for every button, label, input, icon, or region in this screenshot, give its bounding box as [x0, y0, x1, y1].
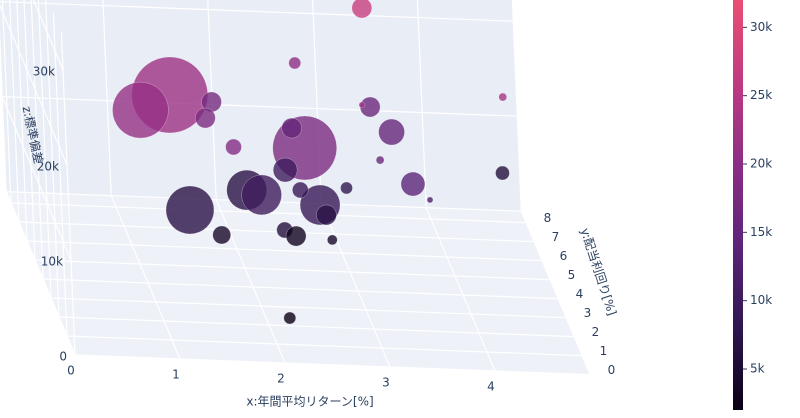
grid-line — [37, 0, 52, 299]
grid-line — [18, 221, 534, 243]
grid-line — [74, 354, 590, 376]
bubble — [285, 225, 307, 247]
grid-line — [207, 0, 217, 200]
y-tick-label: 0 — [608, 363, 616, 377]
grid-line — [26, 240, 542, 262]
z-tick-label: 0 — [59, 350, 67, 364]
y-axis-title: y:配当利回り[%] — [578, 226, 619, 317]
z-tick-label: 10k — [41, 255, 63, 269]
bubble — [281, 117, 302, 139]
bubble — [495, 165, 510, 181]
x-tick-label: 1 — [172, 368, 180, 382]
grid-line — [42, 278, 558, 300]
z-tick-label: 20k — [37, 160, 59, 174]
grid-line — [2, 96, 517, 117]
y-tick-label: 8 — [544, 211, 552, 225]
bubble — [272, 157, 298, 183]
grid-line — [102, 0, 112, 196]
bubble — [195, 107, 216, 129]
z-tick-label: 30k — [33, 65, 55, 79]
bubble — [112, 81, 169, 139]
y-tick-label: 7 — [552, 230, 560, 244]
bubble — [498, 92, 507, 102]
bubble — [426, 196, 434, 204]
bubble — [292, 181, 309, 199]
grid-line — [9, 0, 20, 223]
bubble — [283, 311, 297, 325]
bubble — [241, 174, 282, 216]
grid-line — [1, 96, 72, 261]
points — [112, 0, 510, 325]
y-tick-label: 1 — [600, 344, 608, 358]
y-tick-label: 5 — [568, 268, 576, 282]
grid-line — [30, 0, 44, 280]
bubble — [225, 138, 242, 156]
grid-line — [0, 4, 68, 166]
y-tick-label: 4 — [576, 287, 584, 301]
x-tick-label: 0 — [67, 364, 75, 378]
colorbar-tick-label: 30k — [750, 20, 772, 34]
bubble — [375, 155, 385, 165]
grid-line — [0, 1, 513, 22]
grid-line — [45, 0, 60, 318]
grid-line — [416, 0, 427, 208]
grid-line — [0, 30, 7, 192]
y-tick-label: 6 — [560, 249, 568, 263]
bubble — [358, 101, 366, 109]
x-tick-label: 4 — [487, 380, 495, 394]
grid — [0, 0, 590, 375]
floor — [6, 191, 590, 375]
grid-line — [425, 207, 496, 372]
grid-line — [215, 199, 286, 364]
colorbar-tick-label: 5k — [750, 362, 765, 376]
bubble — [351, 0, 373, 19]
x-tick-label: 3 — [382, 376, 390, 390]
grid-line — [58, 316, 574, 338]
bubble — [288, 56, 301, 70]
bubble — [378, 118, 405, 146]
grid-line — [1, 0, 12, 204]
colorbar-tick-label: 25k — [750, 88, 772, 102]
grid-line — [66, 335, 582, 357]
y-tick-label: 3 — [584, 306, 592, 320]
grid-line — [16, 0, 28, 242]
bubble — [400, 171, 426, 197]
colorbar-tick-label: 15k — [750, 225, 772, 239]
y-tick-label: 2 — [592, 325, 600, 339]
grid-line — [50, 297, 566, 319]
grid-line — [52, 12, 68, 337]
bubble — [340, 181, 353, 195]
grid-line — [110, 195, 181, 360]
x-tick-label: 2 — [277, 372, 285, 386]
colorbar — [733, 0, 743, 410]
x-axis-title: x:年間平均リターン[%] — [246, 395, 373, 409]
bubble — [316, 204, 337, 226]
grid-line — [5, 191, 76, 356]
back-wall — [0, 0, 521, 212]
grid-line — [23, 0, 36, 261]
grid-line — [34, 259, 550, 281]
bubble — [212, 225, 231, 245]
bubble — [165, 185, 215, 235]
grid-line — [320, 203, 391, 368]
bubble — [327, 234, 338, 246]
colorbar-tick-label: 20k — [750, 157, 772, 171]
scene-walls — [0, 0, 590, 375]
grid-line — [32, 0, 64, 71]
colorbar-tick-label: 10k — [750, 293, 772, 307]
